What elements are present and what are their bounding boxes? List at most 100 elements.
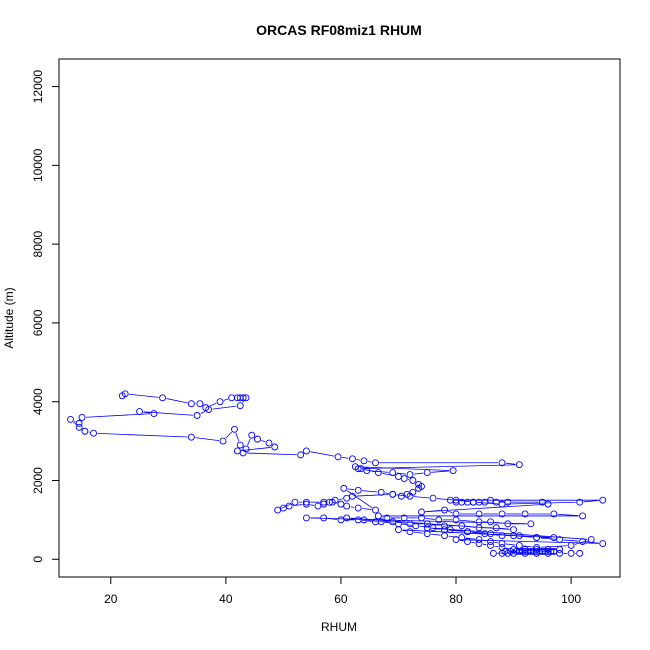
series-segment [413, 531, 424, 534]
data-point [492, 498, 500, 506]
series-segment [247, 452, 297, 456]
data-point [360, 457, 368, 465]
series-segment [494, 533, 510, 536]
data-point [406, 528, 414, 536]
series-segment [448, 529, 464, 532]
data-point [343, 514, 351, 522]
data-point [429, 524, 437, 532]
data-point [354, 504, 362, 512]
data-point [567, 549, 575, 557]
y-tick-label: 10000 [31, 148, 45, 182]
data-point [389, 490, 397, 498]
series-segment [241, 447, 271, 451]
series-segment [166, 398, 188, 404]
data-point [150, 410, 158, 417]
data-point [193, 412, 201, 419]
x-tick-label: 20 [104, 592, 118, 606]
y-tick-label: 4000 [31, 388, 45, 415]
data-point [510, 532, 518, 540]
data-point [449, 467, 457, 475]
x-tick-label: 100 [561, 592, 581, 606]
data-point [374, 469, 382, 477]
data-point [239, 449, 247, 457]
data-point [452, 536, 460, 544]
data-point [236, 441, 244, 449]
series-segment [425, 503, 545, 513]
data-point [521, 510, 529, 518]
data-point [302, 500, 310, 508]
data-point [441, 522, 448, 530]
data-point [475, 536, 483, 544]
data-point [236, 402, 244, 410]
data-point [328, 498, 336, 506]
data-point [521, 549, 529, 557]
series-segment [129, 393, 159, 398]
data-point [389, 469, 397, 477]
series-segment [517, 535, 533, 538]
data-point [498, 510, 506, 518]
data-point [297, 451, 305, 459]
data-point [464, 528, 471, 536]
series-segment [362, 508, 372, 510]
data-point [599, 540, 607, 547]
data-point [504, 520, 512, 528]
series-segment [97, 432, 188, 438]
series-segment [73, 421, 77, 425]
data-point [302, 498, 310, 506]
y-tick-label: 0 [31, 556, 45, 563]
data-point [78, 414, 86, 421]
series-segment [341, 457, 349, 459]
series-segment [557, 513, 579, 517]
series-segment [494, 541, 499, 544]
data-point [219, 437, 227, 445]
series-segment [459, 519, 476, 522]
series-segment [436, 498, 453, 501]
data-point [302, 447, 310, 455]
series-segment [402, 530, 407, 532]
series-segment [540, 545, 568, 548]
data-point [498, 540, 506, 547]
data-point [343, 494, 351, 502]
data-point [242, 394, 250, 402]
series-segment [471, 531, 487, 534]
data-point [196, 400, 204, 408]
data-point [487, 538, 494, 545]
data-point [415, 484, 423, 492]
data-point [400, 514, 408, 522]
data-point [374, 512, 382, 520]
y-tick-label: 6000 [31, 309, 45, 336]
data-point [515, 461, 523, 469]
data-point [231, 425, 238, 433]
data-point [248, 431, 256, 439]
data-point [458, 522, 466, 530]
data-point [67, 415, 74, 423]
series-segment [73, 420, 76, 423]
data-point [550, 510, 558, 518]
series-segment [200, 411, 206, 415]
data-point [271, 443, 279, 451]
data-point [187, 400, 195, 408]
series-segment [367, 461, 372, 463]
data-point [254, 435, 261, 443]
data-point [81, 427, 89, 435]
data-point [487, 542, 494, 549]
data-point [406, 520, 414, 528]
series-segment [195, 437, 220, 442]
data-point [75, 423, 83, 431]
series-segment [235, 432, 240, 442]
series-lines [73, 393, 599, 554]
series-segment [505, 543, 516, 546]
data-point [337, 500, 345, 508]
data-point [265, 439, 273, 447]
data-point [400, 475, 408, 482]
data-point [579, 512, 587, 520]
series-segment [448, 510, 453, 514]
data-point [395, 526, 402, 534]
data-point [498, 532, 506, 540]
data-point [337, 516, 345, 524]
data-point [334, 453, 342, 461]
data-point [320, 498, 328, 506]
series-segment [339, 498, 343, 500]
data-point [291, 498, 299, 506]
